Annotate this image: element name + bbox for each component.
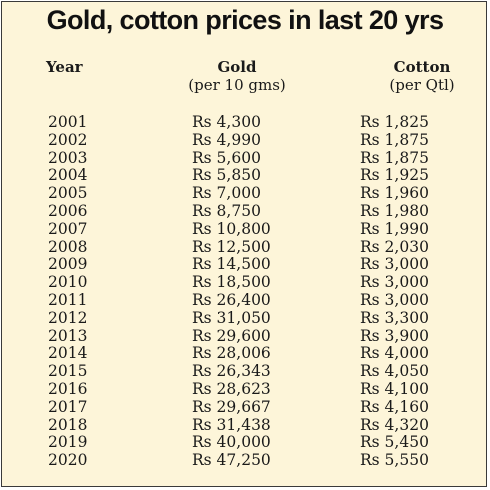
cell-gold-price: Rs 40,000 [192, 433, 271, 452]
column-header-gold-label: Gold [217, 58, 257, 76]
table-row: 2011 Rs 26,400 Rs 3,000 [2, 290, 488, 310]
table-row: 2002 Rs 4,990 Rs 1,875 [2, 130, 488, 150]
cell-year: 2011 [48, 290, 88, 309]
column-header-gold: Gold (per 10 gms) [162, 58, 312, 94]
cell-year: 2006 [48, 201, 88, 220]
cell-gold-price: Rs 10,800 [192, 219, 271, 238]
cell-gold-price: Rs 5,850 [192, 166, 261, 185]
cell-year: 2013 [48, 326, 88, 345]
cell-cotton-price: Rs 4,320 [360, 415, 429, 434]
cell-gold-price: Rs 31,438 [192, 415, 271, 434]
table-row: 2019 Rs 40,000 Rs 5,450 [2, 434, 488, 452]
cell-cotton-price: Rs 5,550 [360, 451, 429, 470]
cell-year: 2016 [48, 379, 88, 398]
table-row: 2014 Rs 28,006 Rs 4,000 [2, 345, 488, 363]
cell-gold-price: Rs 7,000 [192, 184, 261, 203]
cell-cotton-price: Rs 2,030 [360, 237, 429, 256]
cell-year: 2014 [48, 344, 88, 363]
cell-cotton-price: Rs 4,050 [360, 362, 429, 381]
table-row: 2017 Rs 29,667 Rs 4,160 [2, 397, 488, 417]
cell-cotton-price: Rs 3,300 [360, 308, 429, 327]
cell-year: 2002 [48, 130, 88, 149]
cell-cotton-price: Rs 1,990 [360, 219, 429, 238]
cell-cotton-price: Rs 1,925 [360, 166, 429, 185]
table-row: 2007 Rs 10,800 Rs 1,990 [2, 219, 488, 239]
cell-year: 2020 [48, 451, 88, 470]
cell-cotton-price: Rs 1,875 [360, 148, 429, 167]
cell-year: 2018 [48, 415, 88, 434]
table-row: 2015 Rs 26,343 Rs 4,050 [2, 362, 488, 381]
column-header-cotton-unit: (per Qtl) [389, 76, 455, 94]
cell-cotton-price: Rs 1,980 [360, 201, 429, 220]
column-header-cotton: Cotton (per Qtl) [367, 58, 477, 94]
table-row: 2016 Rs 28,623 Rs 4,100 [2, 379, 488, 399]
table-row: 2005 Rs 7,000 Rs 1,960 [2, 184, 488, 203]
cell-year: 2009 [48, 255, 88, 274]
cell-gold-price: Rs 29,667 [192, 397, 271, 416]
table-row: 2012 Rs 31,050 Rs 3,300 [2, 308, 488, 328]
column-header-gold-unit: (per 10 gms) [188, 76, 286, 94]
table-body: 2001 Rs 4,300 Rs 1,825 2002 Rs 4,990 Rs 1,875… [2, 113, 488, 470]
cell-year: 2008 [48, 237, 88, 256]
cell-cotton-price: Rs 4,100 [360, 379, 429, 398]
cell-gold-price: Rs 4,990 [192, 130, 261, 149]
cell-year: 2010 [48, 273, 88, 292]
cell-cotton-price: Rs 1,875 [360, 130, 429, 149]
chart-title: Gold, cotton prices in last 20 yrs [46, 5, 444, 35]
cell-cotton-price: Rs 1,960 [360, 184, 429, 203]
table-row: 2001 Rs 4,300 Rs 1,825 [2, 113, 488, 132]
cell-year: 2017 [48, 397, 88, 416]
cell-gold-price: Rs 5,600 [192, 148, 261, 167]
cell-year: 2019 [48, 433, 88, 452]
cell-year: 2005 [48, 184, 88, 203]
table-row: 2006 Rs 8,750 Rs 1,980 [2, 201, 488, 221]
cell-cotton-price: Rs 4,160 [360, 397, 429, 416]
cell-year: 2001 [48, 113, 88, 131]
table-row: 2008 Rs 12,500 Rs 2,030 [2, 237, 488, 257]
table-row: 2009 Rs 14,500 Rs 3,000 [2, 256, 488, 274]
cell-year: 2004 [48, 166, 88, 185]
column-header-year-label: Year [46, 58, 83, 76]
column-header-year: Year [46, 58, 83, 76]
cell-gold-price: Rs 14,500 [192, 255, 271, 274]
cell-gold-price: Rs 29,600 [192, 326, 271, 345]
cell-gold-price: Rs 26,400 [192, 290, 271, 309]
cell-gold-price: Rs 31,050 [192, 308, 271, 327]
table-row: 2003 Rs 5,600 Rs 1,875 [2, 148, 488, 168]
cell-year: 2007 [48, 219, 88, 238]
cell-cotton-price: Rs 3,900 [360, 326, 429, 345]
cell-year: 2012 [48, 308, 88, 327]
cell-gold-price: Rs 8,750 [192, 201, 261, 220]
cell-cotton-price: Rs 3,000 [360, 255, 429, 274]
cell-gold-price: Rs 28,006 [192, 344, 271, 363]
cell-cotton-price: Rs 5,450 [360, 433, 429, 452]
table-row: 2013 Rs 29,600 Rs 3,900 [2, 326, 488, 346]
table-row: 2020 Rs 47,250 Rs 5,550 [2, 451, 488, 470]
cell-gold-price: Rs 28,623 [192, 379, 271, 398]
cell-year: 2003 [48, 148, 88, 167]
table-row: 2010 Rs 18,500 Rs 3,000 [2, 273, 488, 292]
table-row: 2004 Rs 5,850 Rs 1,925 [2, 167, 488, 185]
cell-gold-price: Rs 26,343 [192, 362, 271, 381]
cell-cotton-price: Rs 3,000 [360, 273, 429, 292]
cell-cotton-price: Rs 3,000 [360, 290, 429, 309]
cell-gold-price: Rs 18,500 [192, 273, 271, 292]
table-row: 2018 Rs 31,438 Rs 4,320 [2, 415, 488, 435]
cell-gold-price: Rs 12,500 [192, 237, 271, 256]
cell-gold-price: Rs 47,250 [192, 451, 271, 470]
cell-cotton-price: Rs 1,825 [360, 113, 429, 131]
column-header-cotton-label: Cotton [393, 58, 451, 76]
cell-cotton-price: Rs 4,000 [360, 344, 429, 363]
cell-year: 2015 [48, 362, 88, 381]
cell-gold-price: Rs 4,300 [192, 113, 261, 131]
